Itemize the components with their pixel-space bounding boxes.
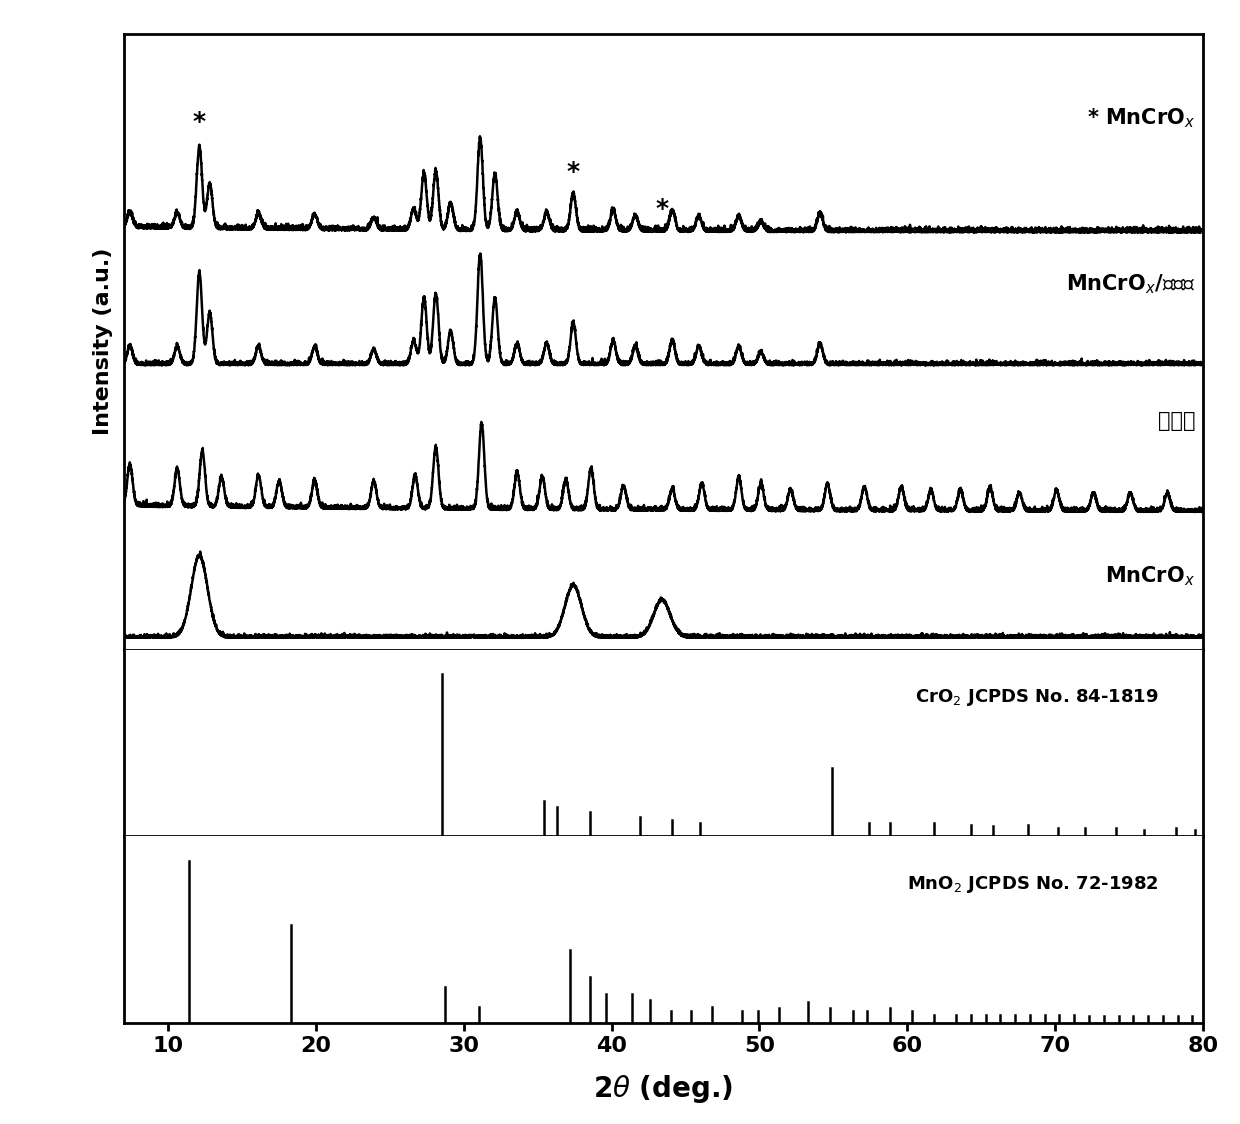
Text: MnCrO$_x$: MnCrO$_x$ [1105, 564, 1195, 588]
Text: CrO$_2$ JCPDS No. 84-1819: CrO$_2$ JCPDS No. 84-1819 [915, 687, 1158, 708]
Text: *: * [656, 197, 668, 221]
Text: MnCrO$_x$/海泡石: MnCrO$_x$/海泡石 [1065, 272, 1195, 296]
Y-axis label: Intensity (a.u.): Intensity (a.u.) [93, 248, 113, 435]
Text: 海泡石: 海泡石 [1158, 411, 1195, 432]
Text: MnO$_2$ JCPDS No. 72-1982: MnO$_2$ JCPDS No. 72-1982 [906, 873, 1158, 895]
Text: *: * [192, 110, 206, 135]
Text: * MnCrO$_x$: * MnCrO$_x$ [1087, 106, 1195, 129]
Text: *: * [567, 160, 580, 184]
X-axis label: 2$\theta$ (deg.): 2$\theta$ (deg.) [594, 1072, 733, 1105]
